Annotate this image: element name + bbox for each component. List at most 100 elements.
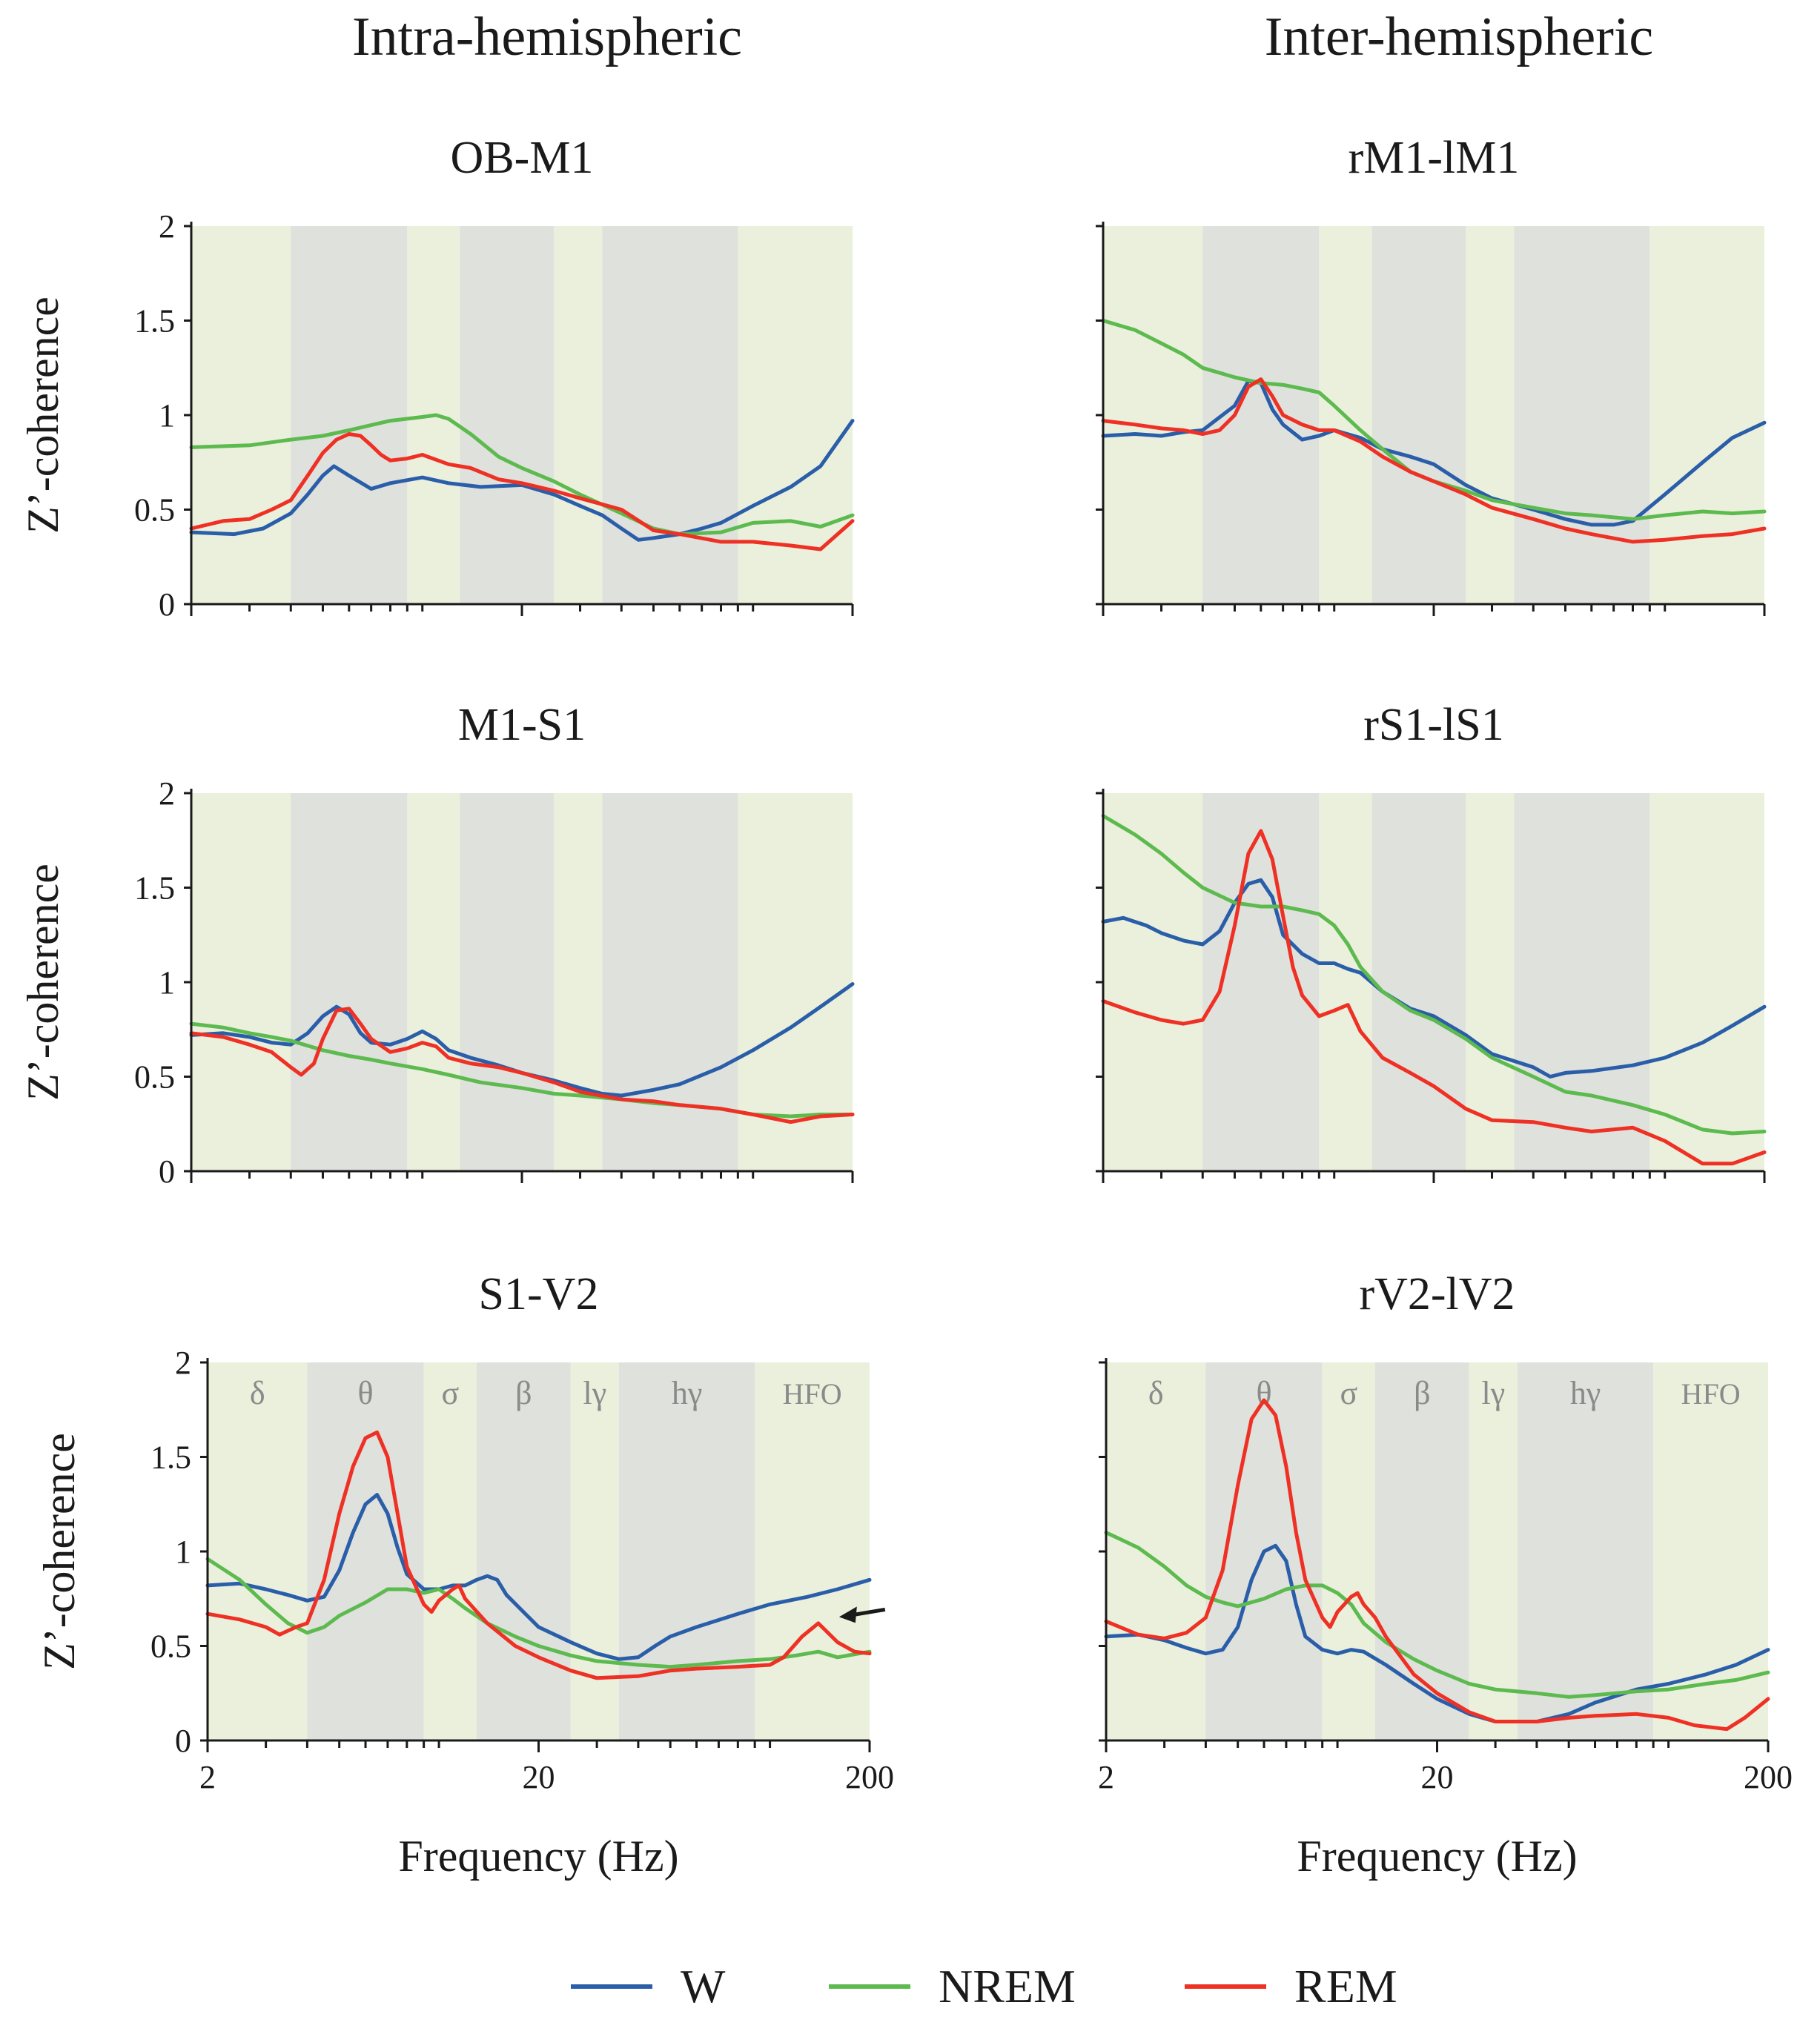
band-region (1371, 793, 1466, 1171)
panel-title: S1-V2 (479, 1269, 599, 1319)
y-tick-label: 0 (159, 586, 175, 623)
band-region (291, 793, 408, 1171)
legend-swatch-nrem (829, 1984, 910, 1989)
legend-label-w: W (681, 1960, 726, 2013)
series-line-w (189, 982, 855, 1098)
x-axis-label: Frequency (Hz) (398, 1832, 678, 1881)
band-label: hγ (672, 1375, 702, 1411)
band-region (191, 793, 291, 1171)
band-label: θ (1256, 1375, 1271, 1411)
y-axis-label: Z’-coherence (35, 1433, 84, 1670)
band-label: hγ (1570, 1375, 1601, 1411)
legend-label-nrem: NREM (939, 1960, 1076, 2013)
x-axis-label: Frequency (Hz) (1297, 1832, 1577, 1881)
y-tick-label: 2 (159, 208, 175, 245)
band-region (602, 226, 738, 604)
panel-title: rS1-lS1 (1363, 700, 1503, 750)
band-region (307, 1362, 424, 1740)
band-region (460, 226, 555, 604)
column-title-intra: Intra-hemispheric (352, 7, 742, 67)
panel-title: rM1-lM1 (1349, 133, 1520, 183)
series-line-nrem (1101, 814, 1767, 1136)
y-tick-label: 0 (175, 1723, 191, 1759)
series-line-nrem (189, 413, 855, 537)
band-region (738, 793, 853, 1171)
legend-item-rem: REM (1185, 1949, 1397, 2024)
y-tick-label: 2 (175, 1345, 191, 1381)
series-line-nrem (205, 1557, 872, 1669)
legend-swatch-w (571, 1984, 652, 1989)
band-region (1319, 793, 1372, 1171)
band-region (191, 226, 291, 604)
band-region (460, 793, 555, 1171)
y-tick-label: 0.5 (134, 492, 175, 529)
band-region (1322, 1362, 1375, 1740)
series-line-rem (189, 1007, 855, 1124)
panel-title: rV2-lV2 (1359, 1269, 1515, 1319)
band-region (1518, 1362, 1654, 1740)
panel-title: M1-S1 (458, 700, 586, 750)
band-region (1469, 1362, 1518, 1740)
band-region (602, 793, 738, 1171)
x-tick-label: 2 (199, 1759, 216, 1795)
y-tick-label: 0.5 (150, 1629, 191, 1665)
band-label: HFO (783, 1377, 842, 1411)
y-tick-label: 0 (159, 1153, 175, 1190)
band-region (1374, 1362, 1469, 1740)
y-tick-label: 2 (159, 775, 175, 812)
y-axis-label: Z’-coherence (19, 864, 67, 1101)
series-line-w (1101, 878, 1767, 1079)
legend-swatch-rem (1185, 1984, 1266, 1989)
series-line-rem (1101, 829, 1767, 1166)
band-region (1466, 226, 1515, 604)
band-region (1103, 226, 1203, 604)
series-line-rem (189, 432, 855, 551)
band-region (1649, 226, 1764, 604)
band-label: β (1414, 1375, 1430, 1411)
band-region (208, 1362, 308, 1740)
column-title-inter: Inter-hemispheric (1264, 7, 1654, 67)
series-line-rem (1101, 377, 1767, 544)
band-label: lγ (583, 1375, 607, 1411)
band-region (423, 1362, 477, 1740)
band-region (554, 226, 603, 604)
band-region (1371, 226, 1466, 604)
y-tick-label: 1 (159, 964, 175, 1001)
band-region (570, 1362, 620, 1740)
band-label: σ (1340, 1375, 1357, 1411)
band-region (1514, 793, 1650, 1171)
band-region (291, 226, 408, 604)
panel-title: OB-M1 (451, 133, 594, 183)
series-line-w (189, 419, 855, 542)
legend-item-nrem: NREM (829, 1949, 1076, 2024)
series-line-w (1104, 1543, 1770, 1723)
band-region (1649, 793, 1764, 1171)
band-label: lγ (1482, 1375, 1506, 1411)
annotation-arrow-head (838, 1606, 857, 1623)
y-tick-label: 1 (159, 397, 175, 434)
y-tick-label: 0.5 (134, 1059, 175, 1096)
band-region (407, 793, 460, 1171)
chart-panel-3: M1-S1 0 0.5 1 1.5 2 Z’-coherence (19, 700, 855, 1190)
chart-panel-4: rS1-lS1 (1096, 700, 1767, 1183)
band-region (755, 1362, 870, 1740)
legend-item-w: W (571, 1949, 725, 2024)
band-label: δ (250, 1375, 265, 1411)
legend: W NREM REM (0, 1949, 1820, 2031)
band-label: σ (441, 1375, 459, 1411)
series-line-w (205, 1493, 872, 1661)
band-label: θ (357, 1375, 373, 1411)
band-region (1103, 793, 1203, 1171)
y-axis-label: Z’-coherence (19, 297, 67, 534)
band-label: δ (1148, 1375, 1164, 1411)
chart-panel-6: δ θ σ β lγ hγ HFO rV2-lV2 2 20 200 Frequency (Hz) (1098, 1269, 1793, 1881)
series-line-w (1101, 379, 1767, 527)
legend-label-rem: REM (1294, 1960, 1397, 2013)
series-line-rem (205, 1430, 872, 1680)
y-tick-label: 1.5 (134, 870, 175, 907)
band-label: HFO (1681, 1377, 1741, 1411)
chart-panel-5: δ θ σ β lγ hγ HFO S1-V2 0 0.5 1 1.5 2 2 20 200 Frequency… (35, 1269, 894, 1881)
x-tick-label: 2 (1098, 1759, 1114, 1795)
band-region (1106, 1362, 1206, 1740)
x-tick-label: 20 (523, 1759, 555, 1795)
